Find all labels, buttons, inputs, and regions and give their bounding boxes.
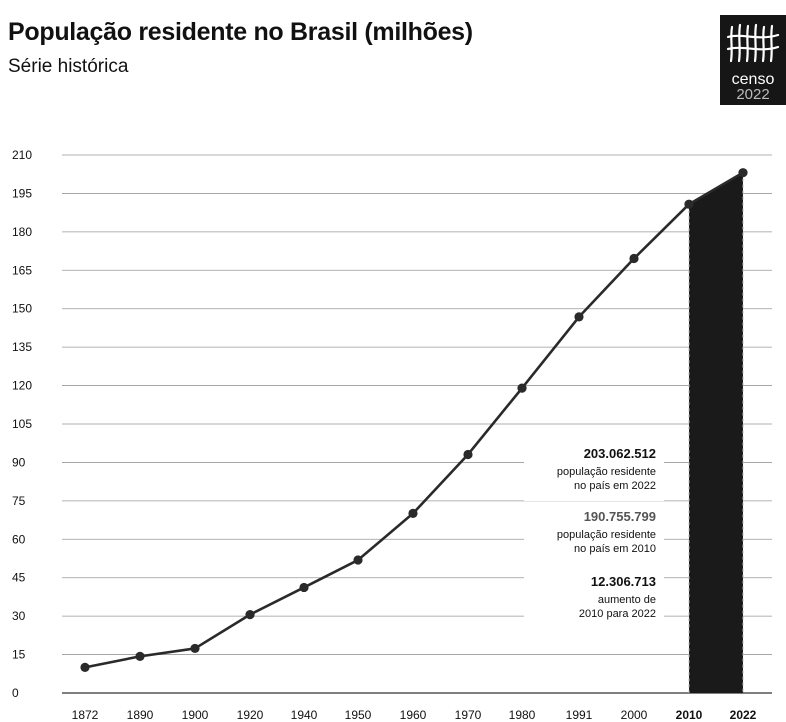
- data-point: [629, 253, 639, 264]
- annotation-value: 12.306.713: [591, 574, 656, 589]
- data-point: [517, 383, 527, 393]
- data-point: [408, 508, 418, 519]
- x-axis-ticks: 1872 1890 1900 1920 1940 1950 1960 1970 1980 1991…: [72, 708, 757, 722]
- y-tick-label: 75: [12, 494, 26, 508]
- annotation-value: 203.062.512: [584, 446, 656, 461]
- y-tick-label: 180: [12, 225, 32, 239]
- x-tick-label: 1920: [237, 708, 264, 722]
- y-tick-label: 0: [12, 686, 19, 700]
- chart-subtitle: Série histórica: [8, 56, 129, 77]
- annotation-text: 2010 para 2022: [579, 608, 656, 620]
- logo-year: 2022: [736, 86, 770, 103]
- y-tick-label: 60: [12, 532, 26, 546]
- y-tick-label: 15: [12, 648, 26, 662]
- annotation-value: 190.755.799: [584, 509, 656, 524]
- chart-title: População residente no Brasil (milhões): [8, 18, 473, 46]
- data-point: [463, 449, 473, 460]
- x-tick-label: 1960: [400, 708, 427, 722]
- x-tick-label: 1970: [455, 708, 482, 722]
- data-point: [245, 610, 255, 620]
- annotation-text: no país em 2010: [574, 543, 656, 555]
- x-tick-label: 1890: [127, 708, 154, 722]
- annotation-text: aumento de: [598, 594, 656, 606]
- x-tick-label: 1872: [72, 708, 99, 722]
- gridlines: [62, 154, 772, 694]
- y-tick-label: 90: [12, 455, 26, 469]
- y-tick-label: 210: [12, 148, 32, 162]
- y-tick-label: 195: [12, 186, 32, 200]
- x-tick-label: 1991: [566, 708, 593, 722]
- annotation-backdrop: [524, 569, 664, 629]
- annotation-text: população residente: [557, 529, 656, 541]
- data-point: [135, 651, 145, 661]
- data-point: [574, 312, 584, 322]
- annotation-backdrop: [524, 504, 664, 564]
- x-tick-label: 2022: [730, 708, 757, 722]
- y-tick-label: 30: [12, 609, 26, 623]
- annotations: 203.062.512 população residente no país em…: [524, 441, 664, 629]
- data-point: [684, 199, 694, 209]
- y-tick-label: 120: [12, 379, 32, 393]
- x-tick-label: 1950: [345, 708, 372, 722]
- series-line-group: [80, 168, 748, 672]
- annotation-backdrop: [524, 441, 664, 501]
- x-tick-label: 1980: [509, 708, 536, 722]
- data-point: [738, 168, 748, 178]
- y-tick-label: 45: [12, 571, 26, 585]
- annotation-text: população residente: [557, 466, 656, 478]
- data-point: [353, 555, 363, 565]
- y-tick-label: 105: [12, 417, 32, 431]
- annotation-text: no país em 2022: [574, 480, 656, 492]
- y-tick-label: 150: [12, 302, 32, 316]
- data-point: [80, 662, 90, 672]
- y-tick-label: 165: [12, 263, 32, 277]
- tally-marks-icon: [726, 23, 780, 63]
- censo-logo: censo 2022: [720, 15, 786, 105]
- x-tick-label: 2000: [621, 708, 648, 722]
- logo-word: censo: [731, 71, 775, 88]
- x-tick-label: 1900: [182, 708, 209, 722]
- highlight-area: [689, 172, 743, 694]
- y-tick-label: 135: [12, 340, 32, 354]
- x-tick-label: 1940: [291, 708, 318, 722]
- y-axis-ticks: 0 15 30 45 60 75 90 105 120 135 150 165 180 195 210: [12, 148, 32, 700]
- data-point: [299, 582, 309, 593]
- x-tick-label: 2010: [676, 708, 703, 722]
- highlight-band: [688, 172, 744, 694]
- data-point: [190, 643, 200, 654]
